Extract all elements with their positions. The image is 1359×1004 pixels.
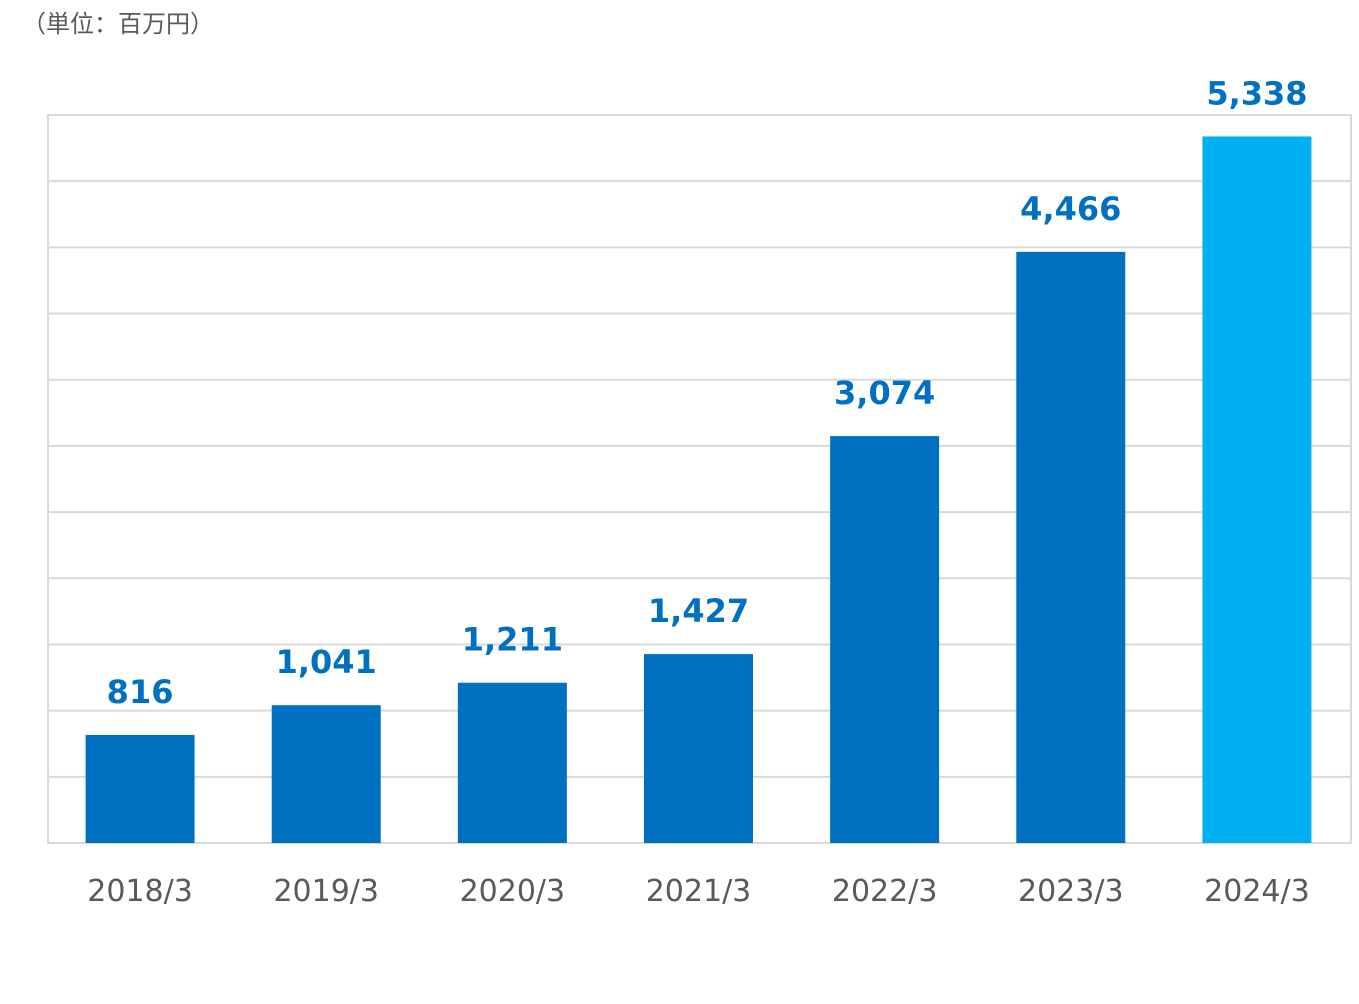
x-tick-label-2022/3: 2022/3: [832, 874, 938, 909]
bar-2022/3: [830, 436, 940, 843]
bar-2020/3: [457, 682, 567, 843]
x-tick-label-2020/3: 2020/3: [460, 874, 566, 909]
unit-label: （単位：百万円）: [22, 10, 214, 38]
data-label-2020/3: 1,211: [462, 621, 563, 659]
x-axis-tick-labels: 2018/3 2019/3 2020/3 2021/3 2022/3 2023/3 2024…: [87, 874, 1309, 909]
data-label-2019/3: 1,041: [276, 643, 377, 681]
bar-2018/3: [85, 734, 195, 843]
x-tick-label-2024/3: 2024/3: [1204, 874, 1310, 909]
data-label-2023/3: 4,466: [1020, 190, 1121, 228]
x-tick-label-2023/3: 2023/3: [1018, 874, 1124, 909]
x-tick-label-2018/3: 2018/3: [87, 874, 193, 909]
x-tick-label-2021/3: 2021/3: [646, 874, 752, 909]
bar-2023/3: [1016, 251, 1126, 843]
bar-2019/3: [271, 705, 381, 843]
x-tick-label-2019/3: 2019/3: [273, 874, 379, 909]
data-label-2018/3: 816: [107, 673, 174, 711]
data-label-2022/3: 3,074: [834, 374, 935, 412]
bar-2024/3: [1202, 136, 1312, 844]
data-label-2024/3: 5,338: [1206, 74, 1307, 112]
bars: [85, 136, 1312, 844]
data-labels: 816 1,041 1,211 1,427 3,074 4,466 5,338: [107, 74, 1308, 711]
bar-2021/3: [644, 654, 753, 843]
data-label-2021/3: 1,427: [648, 592, 749, 630]
